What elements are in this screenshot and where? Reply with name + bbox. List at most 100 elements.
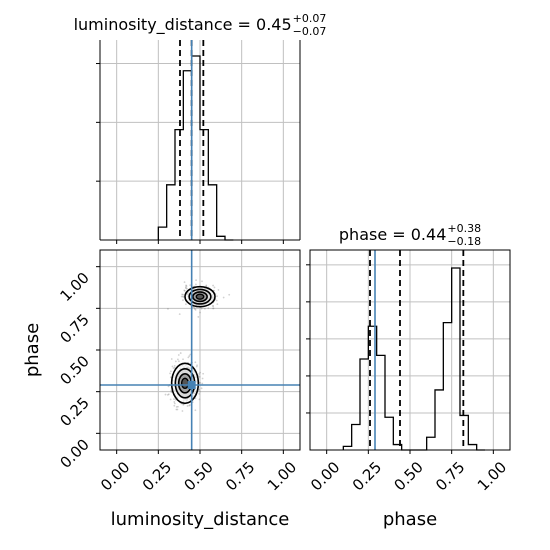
joint-sample-point [189,404,191,406]
joint-sample-point [173,398,175,400]
top-panel-title-plus: +0.07 [293,12,327,25]
joint-sample-point [178,313,181,316]
joint-sample-point [184,286,187,289]
joint-sample-point [169,398,172,401]
joint-sample-point [222,296,225,299]
joint-sample-point [228,293,231,296]
joint-sample-point [212,307,215,310]
joint-sample-point [173,404,176,407]
joint-ytick-label-1: 0.25 [56,394,92,430]
joint-sample-point [212,307,214,310]
joint-sample-point [193,307,196,309]
top-panel-title: luminosity_distance = 0.45 +0.07−0.07 [74,12,327,38]
joint-sample-point [183,281,186,283]
joint-sample-point [199,390,201,393]
joint-sample-point [187,356,190,359]
joint-sample-point [201,377,204,380]
right-xtick-label-3: 0.75 [432,458,468,494]
joint-sample-point [194,409,197,412]
joint-sample-point [179,352,182,354]
joint-sample-point [198,376,201,378]
joint-sample-point [181,410,184,412]
joint-sample-point [202,372,205,375]
joint-xtick-label-1: 0.25 [139,458,175,494]
joint-sample-point [164,393,167,396]
joint-sample-point [169,376,172,379]
joint-sample-point [184,289,186,292]
joint-sample-point [194,361,197,364]
joint-ytick-label-3: 0.75 [56,310,92,346]
joint-sample-point [213,286,216,289]
joint-contour-mode0-level3 [195,293,205,300]
joint-sample-point [188,404,191,407]
joint-sample-point [193,308,196,310]
joint-sample-point [181,295,184,298]
joint-sample-point [173,365,176,367]
joint-sample-point [173,401,176,403]
data-layer [100,40,485,451]
joint-sample-point [167,385,170,388]
joint-ytick-label-4: 1.00 [56,269,92,305]
joint-sample-point [167,307,169,310]
joint-sample-point [182,358,184,361]
joint-sample-point [197,316,200,318]
joint-truth-marker [187,381,196,389]
joint-sample-point [177,360,180,363]
joint-sample-point [195,279,197,282]
joint-sample-point [199,371,202,374]
joint-sample-point [183,289,186,292]
joint-sample-point [184,303,187,306]
joint-sample-point [198,398,201,401]
joint-sample-point [171,365,174,368]
joint-sample-point [188,355,191,357]
joint-sample-point [170,391,173,394]
joint-sample-point [166,394,169,396]
joint-sample-point [196,364,198,367]
joint-sample-point [195,365,198,368]
right-xtick-label-4: 1.00 [474,458,510,494]
joint-sample-point [216,295,218,297]
joint-sample-point [169,372,171,375]
grid-layer [100,40,510,450]
joint-sample-point [177,405,179,408]
joint-sample-point [174,360,177,363]
joint-sample-point [195,283,197,286]
joint-sample-point [200,307,203,310]
joint-sample-point [185,285,188,287]
joint-sample-point [198,392,201,395]
joint-sample-point [182,296,185,298]
joint-sample-point [199,311,201,314]
joint-sample-point [176,408,179,411]
right-panel-title-plus: +0.38 [447,222,481,235]
joint-sample-point [186,405,189,407]
joint-ytick-label-0: 0.00 [56,435,92,471]
joint-xtick-label-3: 0.75 [222,458,258,494]
top-panel-title-main: luminosity_distance = 0.45 [74,15,292,35]
joint-sample-point [167,393,170,396]
frame-layer [96,40,511,454]
joint-sample-point [199,382,202,384]
right-xtick-label-1: 0.25 [349,458,385,494]
joint-sample-point [182,299,184,302]
joint-contour-mode1-level3 [180,377,190,390]
right-panel-title-main: phase = 0.44 [339,225,446,244]
x-axis-label-phase: phase [383,509,437,530]
joint-sample-point [175,406,178,408]
joint-sample-point [189,284,192,287]
joint-sample-point [212,284,214,287]
joint-sample-point [173,366,176,369]
joint-sample-point [184,287,187,290]
joint-xtick-label-0: 0.00 [97,458,133,494]
joint-sample-point [198,373,201,375]
joint-sample-point [173,402,176,405]
joint-ytick-label-2: 0.50 [56,352,92,388]
joint-sample-point [175,408,178,411]
joint-sample-point [216,303,219,306]
joint-sample-point [204,307,206,310]
text-layer: 0.00 0.000.25 0.250.50 0.500.75 0.751.00 1.00… [22,12,510,530]
y-axis-label-phase: phase [22,323,43,377]
right-xtick-label-0: 0.00 [307,458,343,494]
joint-sample-point [169,370,172,373]
right-panel-title: phase = 0.44 +0.38−0.18 [339,222,481,248]
